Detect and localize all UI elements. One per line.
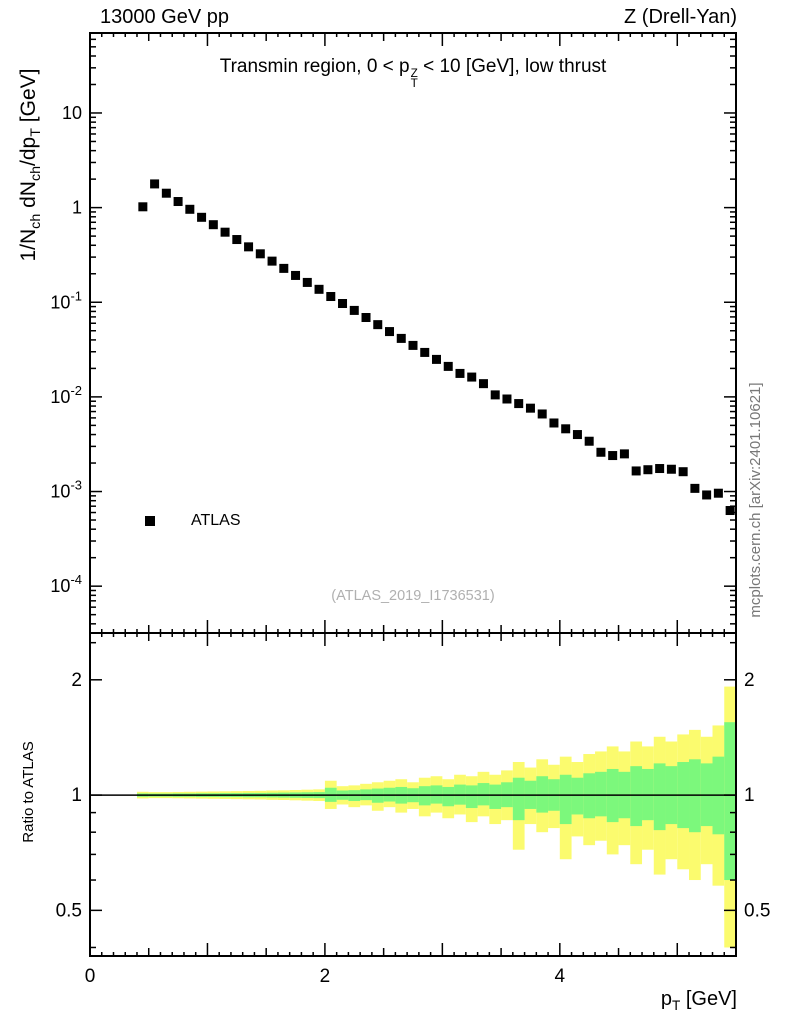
stat-uncertainty-band [559,774,572,825]
data-marker [150,179,160,189]
stat-uncertainty-band [724,722,736,881]
stat-uncertainty-band [442,786,455,807]
svg-text:4: 4 [555,966,566,987]
data-marker [608,451,618,461]
legend-marker-square-icon [145,515,155,526]
data-marker [690,483,700,493]
data-marker [220,227,230,237]
svg-text:2: 2 [744,670,755,691]
data-marker [596,447,606,457]
data-marker [361,313,371,323]
data-marker [455,368,465,378]
data-marker [431,354,441,364]
data-marker [549,418,559,428]
data-marker [619,449,629,459]
data-marker [208,220,218,230]
data-marker [537,409,547,419]
stat-uncertainty-band [595,771,607,817]
analysis-watermark: (ATLAS_2019_I1736531) [331,588,495,604]
data-marker [702,490,712,500]
data-marker [408,340,418,350]
data-points [138,179,735,516]
svg-text:0: 0 [85,966,96,987]
data-marker [525,403,535,413]
svg-text:10-2: 10-2 [50,383,82,407]
legend-label: ATLAS [191,512,241,529]
data-marker [314,284,324,294]
data-marker [572,430,582,440]
data-marker [666,464,676,474]
svg-text:0.5: 0.5 [56,900,82,921]
data-marker [631,466,641,476]
data-marker [396,333,406,343]
data-marker [138,202,148,212]
data-marker [338,299,348,309]
data-marker [349,305,359,315]
svg-text:2: 2 [71,670,82,691]
data-marker [514,399,524,409]
data-marker [385,327,395,337]
data-marker [173,197,183,207]
data-marker [244,242,254,252]
svg-text:2: 2 [320,966,331,987]
data-marker [443,361,453,371]
data-marker [232,235,242,245]
data-marker [561,424,571,434]
data-marker [326,292,336,302]
data-marker [643,465,653,475]
data-marker [478,379,488,389]
svg-text:1: 1 [72,198,82,218]
stat-uncertainty-band [477,783,490,806]
data-marker [584,436,594,446]
ratio-bands [136,686,736,948]
svg-text:0.5: 0.5 [744,900,770,921]
data-marker [655,464,665,474]
stat-uncertainty-band [465,785,478,809]
svg-text:10-1: 10-1 [50,288,82,312]
process-label: Z (Drell-Yan) [624,6,737,28]
svg-text:10-3: 10-3 [50,478,82,502]
data-marker [185,204,195,214]
data-marker [467,372,477,382]
data-marker [420,347,430,357]
stat-uncertainty-band [512,777,525,821]
data-marker [490,390,500,400]
stat-uncertainty-band [653,763,666,831]
axis-ticks [89,32,737,956]
stat-uncertainty-band [489,784,502,809]
data-marker [502,394,512,404]
x-axis-title: pT [GeV] [660,988,737,1013]
data-marker [161,188,171,198]
axis-tick-labels: 10 1 10-1 10-2 10-3 10-4 0.5 0.5 1 1 2 2 0 2 4 [50,103,770,987]
main-frame [89,32,737,634]
svg-text:10-4: 10-4 [50,572,82,596]
data-marker [279,263,289,273]
data-marker [678,467,688,477]
data-marker [302,277,312,287]
data-marker [373,320,383,330]
data-marker [255,249,265,259]
svg-text:10: 10 [62,103,82,123]
svg-text:1: 1 [71,785,82,806]
stat-uncertainty-band [630,766,643,827]
legend: ATLAS [145,512,241,530]
data-marker [291,270,301,280]
data-marker [197,212,207,222]
data-marker [713,488,723,498]
data-marker [267,256,277,266]
stat-uncertainty-band [571,777,584,815]
data-marker [725,506,735,516]
beam-energy-label: 13000 GeV pp [100,6,229,28]
svg-text:1: 1 [744,785,755,806]
